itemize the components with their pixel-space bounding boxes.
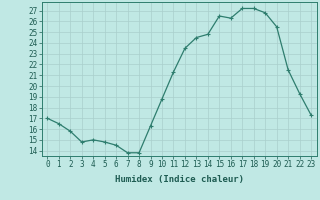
X-axis label: Humidex (Indice chaleur): Humidex (Indice chaleur) xyxy=(115,175,244,184)
